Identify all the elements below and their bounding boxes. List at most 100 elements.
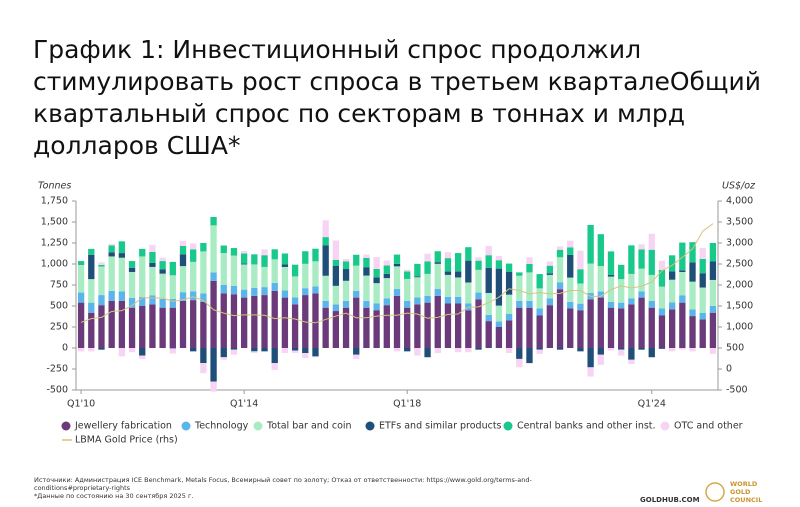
bar-segment (353, 254, 360, 266)
y2-tick-label: 2,000 (726, 280, 753, 291)
bar-segment (332, 304, 340, 312)
bar-segment (658, 315, 666, 348)
bar-segment (516, 307, 523, 348)
bar-segment (414, 263, 421, 277)
y-tick-label: 0 (62, 343, 68, 354)
bar-segment (220, 293, 227, 348)
bar-segment (98, 266, 105, 296)
bar-segment (240, 253, 248, 264)
bar-segment (230, 285, 238, 295)
bar-segment (363, 257, 370, 268)
source: *Данные по состоянию на 30 сентября 2025… (34, 492, 193, 500)
bar-segment (516, 275, 523, 301)
bar-segment (230, 255, 238, 286)
bar-segment (271, 249, 278, 260)
bar-segment (77, 302, 85, 348)
y-tick-label: 1,250 (41, 238, 68, 249)
bar-segment (271, 282, 278, 291)
bar-segment (577, 348, 584, 352)
bar-segment (628, 348, 635, 360)
bar-segment (658, 348, 666, 349)
bar-segment (618, 349, 625, 356)
bar-segment (454, 253, 462, 272)
bar-segment (465, 348, 472, 353)
bar-segment (251, 351, 258, 354)
bar-segment (638, 249, 645, 269)
bar-segment (505, 313, 513, 321)
bar-segment (200, 348, 207, 364)
bar-segment (454, 271, 462, 278)
bar-segment (179, 240, 187, 246)
bar-segment (139, 348, 146, 356)
bar-segment (516, 272, 523, 276)
bar-segment (149, 266, 156, 296)
bar-segment (485, 267, 492, 293)
bar-segment (149, 295, 156, 305)
legend-swatch (61, 421, 71, 431)
bar-segment (281, 348, 289, 354)
bar-segment (638, 291, 645, 298)
bar-segment (607, 307, 615, 348)
y-axis-label: Tonnes (38, 181, 71, 192)
bar-segment (128, 348, 136, 353)
logo-text: COUNCIL (730, 496, 762, 504)
bar-segment (607, 251, 615, 275)
bar-segment (475, 257, 482, 261)
legend-swatch (181, 421, 191, 431)
bar-segment (281, 264, 289, 267)
bar-segment (618, 302, 625, 309)
bar-segment (291, 264, 299, 277)
bar-segment (88, 248, 95, 255)
bar-segment (322, 237, 329, 246)
bar-segment (190, 249, 197, 262)
bar-segment (567, 308, 574, 348)
bar-segment (77, 261, 85, 265)
bar-segment (668, 348, 676, 352)
y2-tick-label: 500 (726, 343, 744, 354)
bar-segment (332, 240, 340, 260)
bar-segment (556, 289, 564, 348)
bar-segment (373, 310, 380, 348)
bar-segment (607, 301, 615, 308)
bar-segment (536, 348, 543, 350)
bar-segment (668, 309, 676, 348)
bar-segment (658, 308, 666, 316)
y2-tick-label: 4,000 (726, 196, 753, 207)
bar-segment (505, 320, 513, 348)
bar-segment (169, 275, 176, 299)
bar-segment (291, 348, 299, 351)
bar-segment (709, 243, 717, 262)
bar-segment (220, 245, 227, 254)
bar-segment (485, 321, 492, 348)
y-tick-label: -250 (46, 364, 68, 375)
bar-segment (475, 260, 482, 270)
bar-segment (597, 291, 604, 298)
bar-segment (200, 363, 207, 374)
bar-segment (628, 245, 635, 274)
bar-segment (159, 298, 166, 308)
bar-segment (118, 257, 126, 292)
bar-segment (281, 297, 289, 348)
bar-segment (128, 261, 136, 268)
bar-segment (699, 273, 706, 288)
bar-segment (200, 251, 207, 294)
bar-segment (210, 348, 217, 382)
bar-segment (597, 297, 604, 348)
bar-segment (679, 270, 686, 272)
bar-segment (658, 286, 666, 309)
bar-segment (556, 257, 564, 283)
bar-segment (373, 303, 380, 311)
bar-segment (159, 261, 166, 270)
bar-segment (332, 265, 340, 286)
bar-segment (404, 269, 411, 272)
bar-segment (393, 295, 401, 348)
bar-segment (312, 356, 319, 358)
bar-segment (597, 348, 604, 355)
bar-segment (342, 307, 350, 348)
site: GOLDHUB.COM (640, 496, 700, 504)
bar-segment (424, 273, 431, 296)
bar-segment (444, 303, 452, 348)
bar-segment (210, 272, 217, 281)
bar-segment (118, 348, 126, 357)
bar-segment (393, 348, 401, 352)
